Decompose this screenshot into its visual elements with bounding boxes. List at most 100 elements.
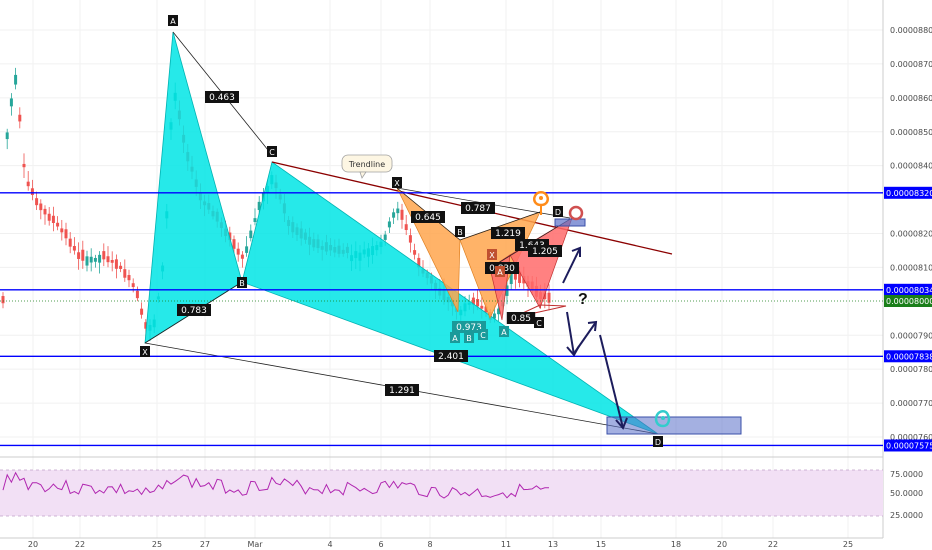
ratio-label: 0.787 (465, 204, 491, 214)
time-tick-label: 15 (596, 540, 606, 549)
candle-body (513, 271, 517, 280)
ratio-label-box (461, 202, 495, 214)
candle-body (110, 260, 114, 263)
ratio-label: 0.783 (181, 306, 207, 316)
point-label-box (464, 332, 474, 343)
candle-body (245, 246, 249, 253)
time-tick-label: 25 (843, 540, 853, 549)
candle-body (60, 228, 64, 233)
candle-body (392, 212, 396, 218)
candle-body (30, 188, 34, 196)
point-label: X (489, 251, 495, 260)
point-label-box (267, 146, 277, 157)
target-zone-top (554, 218, 586, 227)
candle-body (85, 256, 89, 266)
candle-body (543, 292, 547, 300)
candle-body (119, 265, 123, 269)
rsi-tick-label: 50.0000 (890, 489, 923, 498)
point-label-box (450, 332, 460, 343)
orange-pin-icon (533, 191, 549, 215)
point-label-box (140, 346, 150, 357)
point-label: B (457, 228, 463, 237)
candle-body (476, 299, 480, 307)
point-label: C (480, 331, 486, 340)
candle-body (131, 283, 135, 288)
point-label: C (269, 148, 275, 157)
candle-body (135, 290, 139, 299)
candle-body (240, 254, 244, 259)
candle-body (47, 213, 51, 221)
candle-body (1, 296, 5, 304)
time-tick-label: 11 (501, 540, 511, 549)
rsi-line (2, 471, 549, 499)
arrow-up-2 (574, 321, 597, 353)
candle-body (39, 203, 43, 211)
rsi-tick-label: 25.0000 (890, 511, 923, 520)
time-tick-label: 22 (75, 540, 85, 549)
ratio-label: 2.401 (438, 352, 464, 362)
point-label: B (239, 279, 245, 288)
point-label-box (392, 177, 402, 188)
time-tick-label: Mar (247, 540, 263, 549)
time-tick-label: 22 (768, 540, 778, 549)
arrow-down-2 (599, 334, 624, 429)
level-price-tag (884, 283, 932, 296)
point-label-box (553, 206, 563, 217)
candle-body (509, 273, 513, 285)
point-label: X (394, 179, 400, 188)
red-pin-icon (568, 205, 584, 221)
target-zone-d (606, 416, 742, 435)
candle-body (383, 234, 387, 240)
point-label: A (501, 328, 507, 337)
candle-body (396, 208, 400, 214)
candle-body (127, 275, 131, 281)
time-tick-label: 4 (327, 540, 332, 549)
candle-body (232, 239, 236, 249)
point-label: X (142, 348, 148, 357)
candle-body (404, 224, 408, 231)
candle-body (114, 259, 118, 269)
candle-body (471, 297, 475, 305)
red-small-triangle (511, 304, 567, 319)
point-label: D (555, 208, 561, 217)
candle-body (144, 322, 148, 329)
candle-body (400, 209, 404, 220)
ratio-label-box (411, 211, 445, 223)
candle-body (497, 308, 501, 315)
candle-body (89, 256, 93, 263)
candle-body (102, 251, 106, 260)
point-label-box (455, 226, 465, 237)
ratio-label-box (434, 350, 468, 362)
candle-body (14, 74, 18, 85)
ratio-label-box (205, 91, 239, 103)
ratio-label: 0.85 (511, 314, 531, 324)
ratio-label-box (385, 384, 419, 396)
candle-body (547, 292, 551, 303)
candle-body (77, 252, 81, 259)
candle-body (26, 181, 30, 187)
time-tick-label: 20 (717, 540, 727, 549)
point-label-box (237, 277, 247, 288)
candle-body (123, 269, 127, 278)
ratio-label-box (452, 321, 486, 333)
candle-body (51, 215, 55, 224)
candle-body (98, 254, 102, 263)
candle-body (56, 222, 60, 227)
candle-body (35, 198, 39, 206)
point-label: A (452, 334, 458, 343)
time-tick-label: 20 (28, 540, 38, 549)
ratio-label: 1.291 (389, 386, 415, 396)
candle-body (106, 256, 110, 263)
ratio-label-box (506, 312, 536, 324)
trendline-callout-text: Trendline (348, 160, 385, 169)
